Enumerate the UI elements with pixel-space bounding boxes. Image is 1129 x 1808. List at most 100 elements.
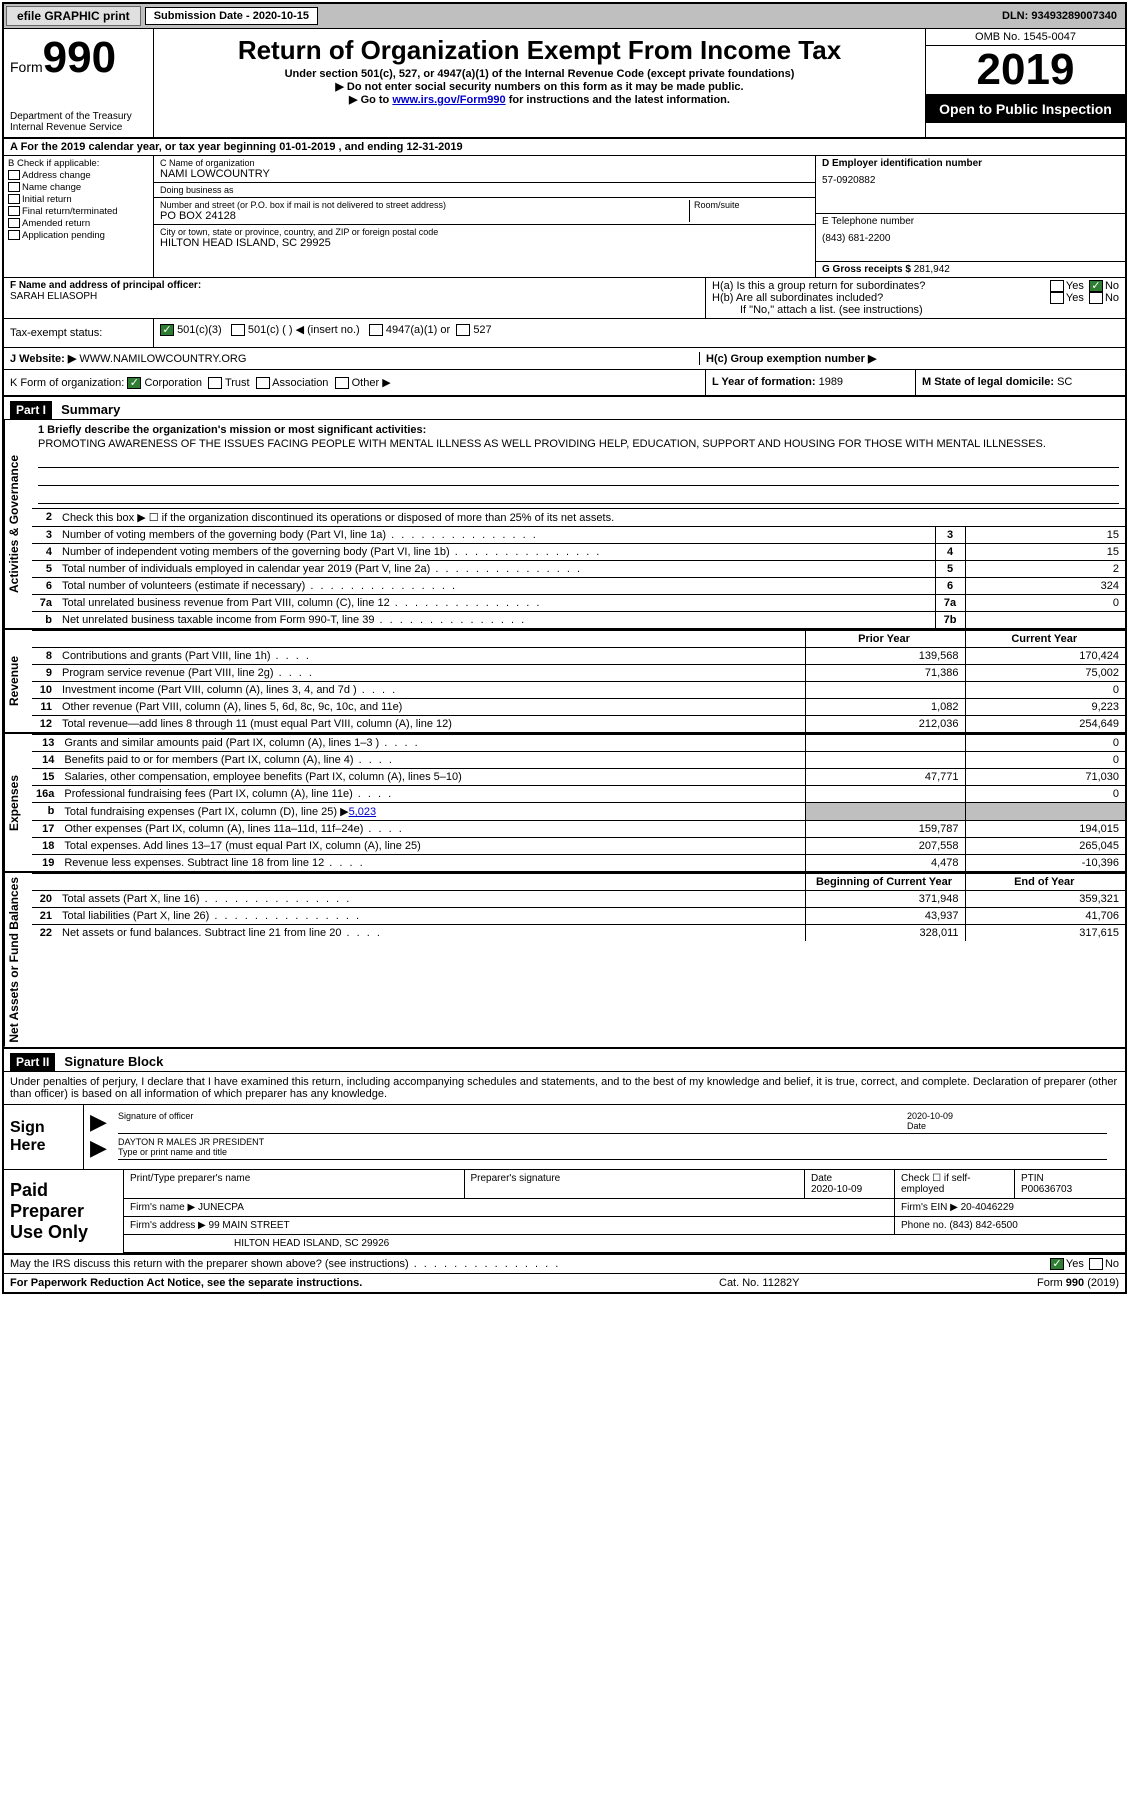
note2-pre: Go to — [361, 94, 393, 106]
hdr-prior: Prior Year — [805, 631, 965, 648]
chk-4947[interactable] — [369, 324, 383, 336]
side-revenue: Revenue — [4, 630, 32, 732]
rule-3 — [38, 490, 1119, 504]
open-inspection: Open to Public Inspection — [926, 95, 1125, 123]
paid-preparer: Paid Preparer Use Only Print/Type prepar… — [4, 1170, 1125, 1255]
side-governance: Activities & Governance — [4, 420, 32, 628]
rule-2 — [38, 472, 1119, 486]
prep-name-label: Print/Type preparer's name — [124, 1170, 465, 1198]
sign-here-label: Sign Here — [4, 1105, 84, 1169]
prep-selfemp[interactable]: Check ☐ if self-employed — [895, 1170, 1015, 1198]
header-left: Form990 Department of the Treasury Inter… — [4, 29, 154, 137]
chk-527[interactable] — [456, 324, 470, 336]
chk-initial-return[interactable]: Initial return — [8, 194, 149, 205]
mission-text: PROMOTING AWARENESS OF THE ISSUES FACING… — [32, 438, 1125, 450]
firm-phone-label: Phone no. — [901, 1220, 947, 1231]
netassets-table: Beginning of Current YearEnd of Year 20T… — [32, 873, 1125, 941]
page-footer: For Paperwork Reduction Act Notice, see … — [4, 1274, 1125, 1292]
dept-label: Department of the Treasury Internal Reve… — [10, 111, 147, 133]
officer-name: DAYTON R MALES JR PRESIDENT — [118, 1137, 264, 1147]
line7a-text: Total unrelated business revenue from Pa… — [58, 595, 935, 612]
ptin-value: P00636703 — [1021, 1184, 1072, 1195]
hc-group-exemption: H(c) Group exemption number ▶ — [699, 352, 1119, 365]
hb-yesno[interactable]: Yes No — [1048, 292, 1119, 304]
arrow-icon-2: ▶ — [90, 1135, 107, 1161]
line6-val: 324 — [965, 578, 1125, 595]
header-center: Return of Organization Exempt From Incom… — [154, 29, 925, 137]
line21-text: Total liabilities (Part X, line 26) — [58, 908, 805, 925]
note2-post: for instructions and the latest informat… — [506, 94, 730, 106]
sig-officer-label: Signature of officer — [118, 1111, 907, 1131]
line14-text: Benefits paid to or for members (Part IX… — [60, 752, 805, 769]
side-netassets: Net Assets or Fund Balances — [4, 873, 32, 1047]
line17-text: Other expenses (Part IX, column (A), lin… — [60, 821, 805, 838]
revenue-section: Revenue Prior YearCurrent Year 8Contribu… — [4, 630, 1125, 734]
line12-text: Total revenue—add lines 8 through 11 (mu… — [58, 716, 805, 733]
chk-501c3[interactable] — [160, 324, 174, 336]
mission-q: 1 Briefly describe the organization's mi… — [32, 420, 1125, 438]
ptin-label: PTIN — [1021, 1173, 1044, 1184]
firm-ein-label: Firm's EIN ▶ — [901, 1202, 958, 1213]
line9-text: Program service revenue (Part VIII, line… — [58, 665, 805, 682]
part1-num: Part I — [10, 401, 52, 419]
chk-association[interactable] — [256, 377, 270, 389]
hdr-current: Current Year — [965, 631, 1125, 648]
prep-date-label: Date — [811, 1173, 832, 1184]
chk-corporation[interactable] — [127, 377, 141, 389]
principal-officer: F Name and address of principal officer:… — [4, 278, 705, 318]
line20-text: Total assets (Part X, line 16) — [58, 891, 805, 908]
m-state-domicile: M State of legal domicile: SC — [915, 370, 1125, 395]
ha-yesno[interactable]: Yes No — [1048, 280, 1119, 292]
discuss-row: May the IRS discuss this return with the… — [4, 1255, 1125, 1274]
part2-bar: Part II Signature Block — [4, 1049, 1125, 1072]
line6-text: Total number of volunteers (estimate if … — [58, 578, 935, 595]
phone-value: (843) 681-2200 — [822, 233, 1119, 244]
line2: Check this box ▶ ☐ if the organization d… — [58, 509, 1125, 527]
firm-addr1: 99 MAIN STREET — [209, 1220, 290, 1231]
revenue-table: Prior YearCurrent Year 8Contributions an… — [32, 630, 1125, 732]
chk-amended-return[interactable]: Amended return — [8, 218, 149, 229]
row-fh: F Name and address of principal officer:… — [4, 278, 1125, 319]
prep-title: Paid Preparer Use Only — [4, 1170, 124, 1253]
chk-name-change[interactable]: Name change — [8, 182, 149, 193]
form-990-page: efile GRAPHIC print Submission Date - 20… — [2, 2, 1127, 1294]
prep-date: 2020-10-09 — [811, 1184, 862, 1195]
chk-address-change[interactable]: Address change — [8, 170, 149, 181]
chk-trust[interactable] — [208, 377, 222, 389]
discuss-text: May the IRS discuss this return with the… — [10, 1258, 1048, 1270]
part2-title: Signature Block — [58, 1054, 163, 1069]
footer-notice: For Paperwork Reduction Act Notice, see … — [10, 1277, 719, 1289]
chk-application-pending[interactable]: Application pending — [8, 230, 149, 241]
row-website-hc: J Website: ▶ WWW.NAMILOWCOUNTRY.ORG H(c)… — [4, 348, 1125, 370]
chk-final-return[interactable]: Final return/terminated — [8, 206, 149, 217]
signature-block: Under penalties of perjury, I declare th… — [4, 1072, 1125, 1274]
note-ssn: Do not enter social security numbers on … — [162, 80, 917, 93]
top-bar: efile GRAPHIC print Submission Date - 20… — [4, 4, 1125, 29]
line15-text: Salaries, other compensation, employee b… — [60, 769, 805, 786]
firm-phone: (843) 842-6500 — [949, 1220, 1017, 1231]
submission-date: Submission Date - 2020-10-15 — [145, 7, 318, 25]
firm-addr2: HILTON HEAD ISLAND, SC 29926 — [124, 1235, 1125, 1252]
tax-status-label: Tax-exempt status: — [4, 319, 154, 347]
officer-name-label: Type or print name and title — [118, 1147, 227, 1157]
prep-sig-label: Preparer's signature — [465, 1170, 806, 1198]
firm-name: JUNECPA — [198, 1202, 244, 1213]
side-expenses: Expenses — [4, 734, 32, 871]
footer-catno: Cat. No. 11282Y — [719, 1277, 919, 1289]
ein-value: 57-0920882 — [822, 175, 1119, 186]
firm-label: Firm's name ▶ — [130, 1202, 195, 1213]
dba-label: Doing business as — [160, 185, 809, 195]
firm-addr-label: Firm's address ▶ — [130, 1220, 206, 1231]
chk-501c[interactable] — [231, 324, 245, 336]
chk-other[interactable] — [335, 377, 349, 389]
dln: DLN: 93493289007340 — [994, 8, 1125, 24]
line16b-text: Total fundraising expenses (Part IX, col… — [64, 806, 376, 818]
irs-link[interactable]: www.irs.gov/Form990 — [392, 94, 505, 106]
org-name: NAMI LOWCOUNTRY — [160, 168, 809, 180]
efile-print-button[interactable]: efile GRAPHIC print — [6, 6, 141, 26]
gross-value: 281,942 — [914, 264, 950, 275]
discuss-yesno[interactable]: Yes No — [1048, 1258, 1119, 1270]
form-title: Return of Organization Exempt From Incom… — [162, 35, 917, 66]
hdr-begin: Beginning of Current Year — [805, 874, 965, 891]
hb-label: H(b) Are all subordinates included? — [712, 292, 1048, 304]
